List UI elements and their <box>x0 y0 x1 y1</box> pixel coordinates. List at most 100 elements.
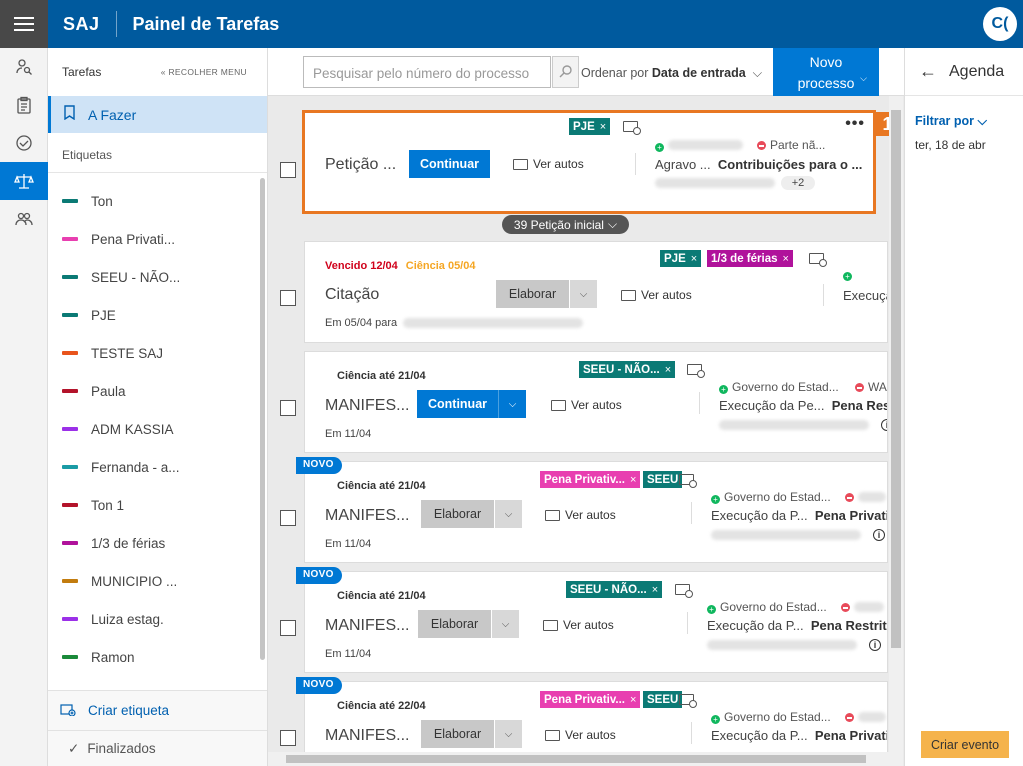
sidebar-tag-item[interactable]: Ramon <box>48 638 260 676</box>
chevron-down-icon: ⌵ <box>977 114 988 128</box>
task-title: Petição ... <box>325 156 397 173</box>
add-tag-icon[interactable] <box>809 253 827 267</box>
info-icon[interactable]: i <box>869 639 881 651</box>
new-badge: NOVO <box>296 677 342 694</box>
tag-chip[interactable]: 1/3 de férias × <box>707 250 793 267</box>
person-search-icon[interactable] <box>0 48 48 86</box>
scrollbar-thumb[interactable] <box>891 110 901 648</box>
task-list-vertical-scrollbar[interactable] <box>889 96 903 766</box>
task-checkbox[interactable] <box>280 400 296 416</box>
task-list-horizontal-scrollbar[interactable] <box>268 752 889 766</box>
finished-link[interactable]: ✓ Finalizados <box>48 730 267 766</box>
handshake-icon[interactable] <box>0 124 48 162</box>
sidebar-scrollbar[interactable] <box>260 178 265 660</box>
task-card[interactable]: Ciência até 21/04 SEEU - NÃO... × MANIFES… <box>304 351 888 453</box>
folder-icon <box>621 289 636 301</box>
sidebar-tag-item[interactable]: Pena Privati... <box>48 220 260 258</box>
tag-chip[interactable]: Pena Privativ... × <box>540 471 641 488</box>
sidebar-tag-item[interactable]: Paula <box>48 372 260 410</box>
tag-chip[interactable]: Pena Privativ... × <box>540 691 641 708</box>
group-label: 39 Petição inicial <box>513 217 604 232</box>
plus-icon: + <box>843 272 852 281</box>
order-by-dropdown[interactable]: Ordenar por Data de entrada ⌵ <box>581 66 762 81</box>
add-tag-icon[interactable] <box>623 121 641 135</box>
task-checkbox[interactable] <box>280 620 296 636</box>
party-left: + Governo do Estad... <box>711 710 831 724</box>
sidebar-tag-item[interactable]: Ton 1 <box>48 486 260 524</box>
tag-chip[interactable]: SEEU - NÃO... × <box>566 581 663 598</box>
sidebar-tag-label: 1/3 de férias <box>91 535 166 551</box>
folder-icon <box>543 619 558 631</box>
scales-icon[interactable] <box>0 162 48 200</box>
sidebar-tag-item[interactable]: 1/3 de férias <box>48 524 260 562</box>
sidebar-tag-item[interactable]: Ton <box>48 182 260 220</box>
view-records-link[interactable]: Ver autos <box>543 618 614 632</box>
task-checkbox[interactable] <box>280 730 296 746</box>
filter-dropdown[interactable]: Filtrar por ⌵ <box>915 114 988 128</box>
task-card[interactable]: Ciência até 21/04 Pena Privativ... × SEEU… <box>304 461 888 563</box>
arrow-left-icon[interactable]: ← <box>919 61 937 81</box>
more-parties-badge[interactable]: +2 <box>781 176 815 190</box>
view-records-link[interactable]: Ver autos <box>545 728 616 742</box>
minus-icon <box>757 141 766 150</box>
search-input[interactable]: Pesquisar pelo número do processo <box>303 56 551 88</box>
divider <box>635 153 636 175</box>
user-avatar[interactable]: C( <box>983 7 1017 41</box>
search-button[interactable] <box>552 56 579 88</box>
new-process-button[interactable]: Novo processo ⌵ <box>773 48 879 96</box>
party-left: + Governo do Estad... <box>719 380 839 394</box>
clipboard-icon[interactable] <box>0 86 48 124</box>
sidebar-tag-item[interactable]: PJE <box>48 296 260 334</box>
tag-chip[interactable]: SEEU <box>643 691 683 708</box>
sidebar-tag-item[interactable]: MUNICIPIO ... <box>48 562 260 600</box>
task-card[interactable]: Vencido 12/04 Ciência 05/04 PJE × 1/3 de f… <box>304 241 888 343</box>
sidebar-tag-item[interactable]: ADM KASSIA <box>48 410 260 448</box>
people-icon[interactable] <box>0 200 48 238</box>
elaborate-split-button[interactable]: Elaborar ⌵ <box>421 720 522 748</box>
add-tag-icon[interactable] <box>679 474 697 488</box>
tag-color-swatch <box>62 579 78 583</box>
task-checkbox[interactable] <box>280 162 296 178</box>
task-card[interactable]: PJE × ••• Petição ... Continuar Ver autos… <box>302 110 876 214</box>
sidebar-tag-item[interactable]: Luiza estag. <box>48 600 260 638</box>
sidebar-tag-item[interactable]: Fernanda - a... <box>48 448 260 486</box>
sidebar-tag-item[interactable]: TESTE SAJ <box>48 334 260 372</box>
continue-split-button[interactable]: Continuar ⌵ <box>417 390 526 418</box>
sidebar-tag-label: Luiza estag. <box>91 611 164 627</box>
add-tag-icon[interactable] <box>679 694 697 708</box>
info-icon[interactable]: i <box>881 419 887 431</box>
toolbar: Pesquisar pelo número do processo Ordena… <box>268 48 904 96</box>
tag-chip[interactable]: SEEU - NÃO... × <box>579 361 676 378</box>
add-tag-icon[interactable] <box>675 584 693 598</box>
sidebar-tag-item[interactable]: SEEU - NÃO... <box>48 258 260 296</box>
info-icon[interactable]: i <box>873 529 885 541</box>
elaborate-split-button[interactable]: Elaborar ⌵ <box>418 610 519 638</box>
create-tag-button[interactable]: Criar etiqueta <box>48 690 267 730</box>
hamburger-menu-button[interactable] <box>0 0 48 48</box>
sidebar-tag-label: TESTE SAJ <box>91 345 164 361</box>
task-checkbox[interactable] <box>280 510 296 526</box>
view-records-link[interactable]: Ver autos <box>621 288 692 302</box>
view-records-link[interactable]: Ver autos <box>513 157 584 171</box>
task-checkbox[interactable] <box>280 290 296 306</box>
more-options-icon[interactable]: ••• <box>845 115 865 132</box>
chevron-down-icon: ⌵ <box>494 720 522 748</box>
sidebar-item-a-fazer[interactable]: A Fazer <box>48 96 267 133</box>
task-card[interactable]: Ciência até 21/04 SEEU - NÃO... × MANIFES… <box>304 571 888 673</box>
scrollbar-thumb[interactable] <box>286 755 866 763</box>
create-event-button[interactable]: Criar evento <box>921 731 1009 758</box>
view-records-link[interactable]: Ver autos <box>545 508 616 522</box>
tag-chip[interactable]: PJE × <box>660 250 702 267</box>
collapse-menu-button[interactable]: « RECOLHER MENU <box>160 67 247 77</box>
task-card[interactable]: Ciência até 22/04 Pena Privativ... × SEEU… <box>304 681 888 766</box>
group-toggle[interactable]: 39 Petição inicial ⌵ <box>502 215 629 234</box>
elaborate-split-button[interactable]: Elaborar ⌵ <box>496 280 597 308</box>
view-records-link[interactable]: Ver autos <box>551 398 622 412</box>
sidebar-tag-label: MUNICIPIO ... <box>91 573 178 589</box>
check-icon: ✓ <box>68 740 80 756</box>
tag-chip[interactable]: PJE × <box>569 118 611 135</box>
continue-button[interactable]: Continuar <box>409 150 490 178</box>
tag-chip[interactable]: SEEU <box>643 471 683 488</box>
elaborate-split-button[interactable]: Elaborar ⌵ <box>421 500 522 528</box>
add-tag-icon[interactable] <box>687 364 705 378</box>
